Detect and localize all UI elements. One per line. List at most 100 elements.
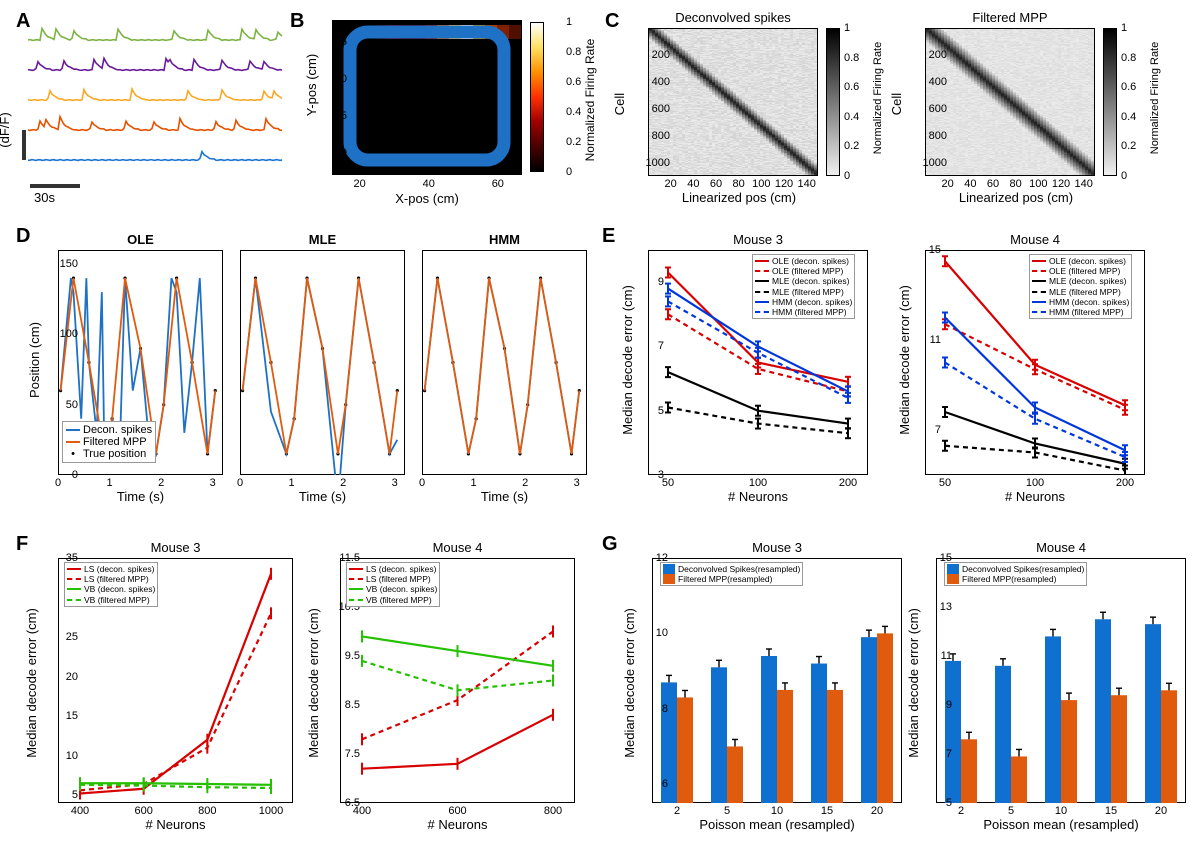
panel-d-xlabel: Time (s) [422,489,587,504]
tick: 120 [775,178,793,190]
tick: 140 [797,178,815,190]
tick: 1 [1121,22,1145,34]
tick: 1000 [642,157,670,169]
tick: 15 [919,244,941,256]
tick: 600 [642,103,670,115]
tick: 1000 [919,157,947,169]
panel-c-ylabel: Cell [889,64,904,144]
panel-g-legend: Deconvolved Spikes(resampled)Filtered MP… [660,562,803,586]
panel-b-cblabel: Normalized Firing Rate [583,20,597,180]
panel-c-title: Filtered MPP [925,10,1095,25]
tick: 0.4 [844,111,868,123]
tick: 400 [919,76,947,88]
panel-d-xlabel: Time (s) [240,489,405,504]
scalebar-v-label: 0.05 (dF/F) [0,100,12,160]
tick: 800 [642,130,670,142]
tick: 20 [871,805,883,817]
panel-g-title: Mouse 4 [936,540,1186,555]
tick: 5 [642,405,664,417]
tick: 3 [574,477,580,489]
tick: 9 [642,276,664,288]
tick: 2 [674,805,680,817]
tick: 800 [919,130,947,142]
panel-b-chart [332,20,522,175]
tick: 0.6 [844,81,868,93]
tick: 0 [419,477,425,489]
tick: 20 [327,147,347,159]
tick: 100 [52,328,78,340]
tick: 0 [52,469,78,481]
tick: 2 [522,477,528,489]
tick: 10 [771,805,783,817]
panel-g-legend: Deconvolved Spikes(resampled)Filtered MP… [944,562,1087,586]
tick: 150 [52,258,78,270]
panel-g-xlabel: Poisson mean (resampled) [652,817,902,832]
figure: A B C D E F G 0.05 (dF/F) 30s 20253035 2… [10,10,1190,855]
tick: 3 [210,477,216,489]
panel-label-b: B [290,10,304,33]
tick: 0.2 [1121,140,1145,152]
tick: 40 [687,178,699,190]
panel-label-g: G [602,533,618,556]
panel-d-legend: Decon. spikesFiltered MPP•True position [62,421,156,463]
panel-c-xlabel: Linearized pos (cm) [654,190,824,205]
panel-d-xlabel: Time (s) [58,489,223,504]
panel-c-xlabel: Linearized pos (cm) [931,190,1101,205]
panel-a-traces [28,20,283,180]
tick: 50 [52,399,78,411]
tick: 10 [646,627,668,639]
tick: 7.5 [334,748,360,760]
tick: 9.5 [334,650,360,662]
tick: 3 [642,469,664,481]
panel-c-colorbar [1103,28,1117,176]
tick: 35 [327,36,347,48]
tick: 600 [134,805,152,817]
tick: 120 [1052,178,1070,190]
panel-g-ylabel: Median decode error (cm) [906,593,921,773]
tick: 400 [71,805,89,817]
scalebar-horizontal [30,184,80,188]
tick: 3 [392,477,398,489]
tick: 2 [158,477,164,489]
tick: 5 [52,789,78,801]
tick: 20 [665,178,677,190]
tick: 7 [930,748,952,760]
tick: 15 [52,710,78,722]
tick: 40 [423,178,435,190]
panel-label-e: E [602,225,615,248]
tick: 40 [964,178,976,190]
tick: 100 [749,477,767,489]
panel-e-ylabel: Median decode error (cm) [897,275,912,445]
tick: 1 [289,477,295,489]
tick: 80 [1010,178,1022,190]
tick: 9 [930,699,952,711]
tick: 30 [327,73,347,85]
tick: 0.6 [1121,81,1145,93]
tick: 5 [930,797,952,809]
tick: 200 [839,477,857,489]
tick: 800 [198,805,216,817]
tick: 600 [448,805,466,817]
tick: 2 [340,477,346,489]
tick: 0 [844,170,868,182]
tick: 0.8 [844,52,868,64]
tick: 1 [471,477,477,489]
tick: 1 [844,22,868,34]
panel-c-ylabel: Cell [612,64,627,144]
tick: 20 [1155,805,1167,817]
tick: 13 [930,601,952,613]
tick: 8.5 [334,699,360,711]
tick: 20 [52,671,78,683]
panel-e-xlabel: # Neurons [648,489,868,504]
tick: 6 [646,778,668,790]
panel-c-heatmap [925,28,1095,176]
panel-e-legend: OLE (decon. spikes)OLE (filtered MPP)MLE… [1029,254,1132,319]
tick: 10 [1055,805,1067,817]
tick: 200 [642,49,670,61]
panel-f-legend: LS (decon. spikes)LS (filtered MPP)VB (d… [346,562,440,607]
panel-f-ylabel: Median decode error (cm) [24,593,39,773]
panel-g-title: Mouse 3 [652,540,902,555]
panel-f-ylabel: Median decode error (cm) [306,593,321,773]
tick: 0.8 [1121,52,1145,64]
tick: 80 [733,178,745,190]
